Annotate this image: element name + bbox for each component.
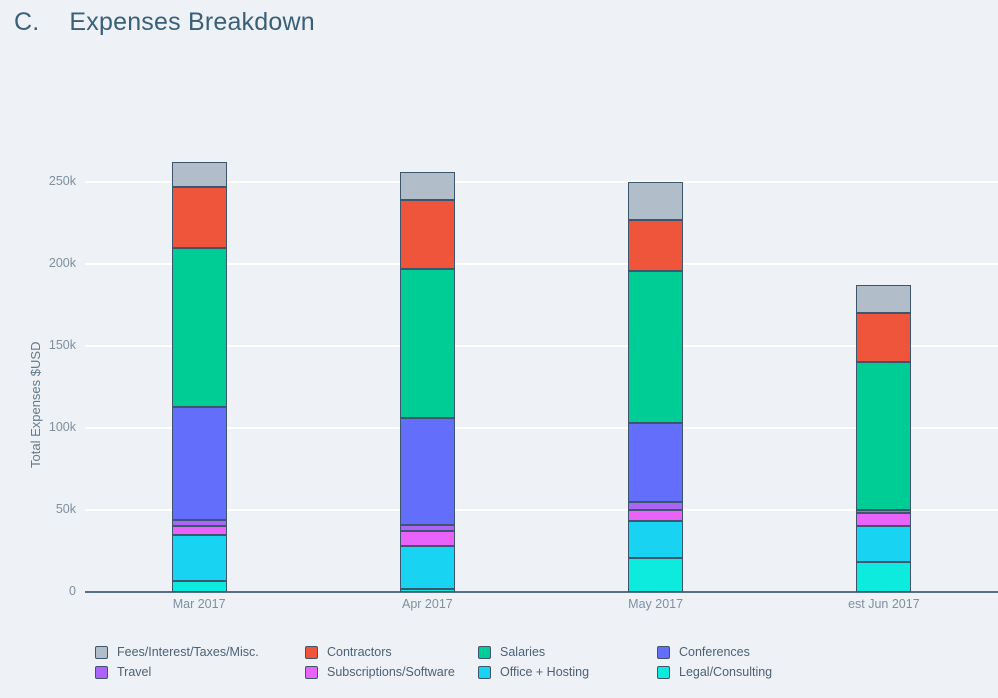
x-tick-label: Mar 2017 xyxy=(172,597,226,611)
legend-swatch xyxy=(305,665,318,679)
legend-swatch xyxy=(478,665,491,679)
bar-segment[interactable] xyxy=(856,285,912,314)
bar-segment[interactable] xyxy=(856,562,912,592)
bar-segment[interactable] xyxy=(399,200,455,269)
bar-segment[interactable] xyxy=(628,423,684,502)
bar-segment[interactable] xyxy=(399,418,455,525)
bar-segment[interactable] xyxy=(171,534,227,581)
legend-label: Office + Hosting xyxy=(500,665,590,679)
gridline xyxy=(85,427,998,429)
gridline xyxy=(85,345,998,347)
bar-segment[interactable] xyxy=(171,519,227,527)
bar-segment[interactable] xyxy=(171,526,227,535)
gridline xyxy=(85,263,998,265)
bar-segment[interactable] xyxy=(856,526,912,563)
bar-segment[interactable] xyxy=(856,362,912,510)
legend-label: Fees/Interest/Taxes/Misc. xyxy=(117,645,259,659)
legend-label: Legal/Consulting xyxy=(679,665,773,679)
bar-segment[interactable] xyxy=(171,580,227,592)
legend-item[interactable]: Salaries xyxy=(478,645,545,659)
page-title: C. Expenses Breakdown xyxy=(14,8,315,37)
bar-segment[interactable] xyxy=(399,172,455,201)
bar-segment[interactable] xyxy=(628,182,684,220)
title-text: Expenses Breakdown xyxy=(69,8,315,36)
legend-label: Subscriptions/Software xyxy=(327,665,455,679)
legend-swatch xyxy=(95,645,108,659)
x-axis-line xyxy=(85,591,998,593)
bar-segment[interactable] xyxy=(399,524,455,532)
legend-swatch xyxy=(657,645,670,659)
legend-item[interactable]: Legal/Consulting xyxy=(657,665,772,679)
y-tick-label: 200k xyxy=(48,256,76,270)
bar-segment[interactable] xyxy=(628,521,684,558)
bar-segment[interactable] xyxy=(628,557,684,592)
legend-item[interactable]: Conferences xyxy=(657,645,750,659)
legend-label: Salaries xyxy=(500,645,546,659)
gridline xyxy=(85,509,998,511)
bar-segment[interactable] xyxy=(171,162,227,187)
legend-item[interactable]: Contractors xyxy=(305,645,392,659)
bar-segment[interactable] xyxy=(171,247,227,407)
gridline xyxy=(85,181,998,183)
section-letter: C. xyxy=(14,8,40,36)
legend-item[interactable]: Travel xyxy=(95,665,151,679)
bar-segment[interactable] xyxy=(171,406,227,520)
bar-segment[interactable] xyxy=(628,501,684,510)
bar-segment[interactable] xyxy=(399,588,455,592)
bar-segment[interactable] xyxy=(628,510,684,522)
bar-segment[interactable] xyxy=(856,510,912,514)
legend-label: Conferences xyxy=(679,645,750,659)
y-tick-label: 50k xyxy=(55,502,76,516)
bar-segment[interactable] xyxy=(171,186,227,248)
bar-segment[interactable] xyxy=(628,219,684,271)
legend-label: Travel xyxy=(117,665,152,679)
x-tick-label: May 2017 xyxy=(628,597,684,611)
y-tick-label: 150k xyxy=(48,338,76,352)
legend-swatch xyxy=(95,665,108,679)
legend-item[interactable]: Fees/Interest/Taxes/Misc. xyxy=(95,645,259,659)
y-tick-label: 100k xyxy=(48,420,76,434)
bar-segment[interactable] xyxy=(399,546,455,589)
x-tick-label: est Jun 2017 xyxy=(848,597,920,611)
y-tick-label: 0 xyxy=(69,584,76,598)
legend-swatch xyxy=(657,665,670,679)
y-axis-title: Total Expenses $USD xyxy=(28,341,43,468)
legend-swatch xyxy=(305,645,318,659)
legend-label: Contractors xyxy=(327,645,392,659)
bar-segment[interactable] xyxy=(856,313,912,363)
legend-item[interactable]: Office + Hosting xyxy=(478,665,589,679)
bar-segment[interactable] xyxy=(399,268,455,419)
x-tick-label: Apr 2017 xyxy=(402,597,453,611)
bar-segment[interactable] xyxy=(856,513,912,527)
bar-segment[interactable] xyxy=(399,531,455,547)
legend-item[interactable]: Subscriptions/Software xyxy=(305,665,455,679)
y-tick-label: 250k xyxy=(48,174,76,188)
bar-segment[interactable] xyxy=(628,270,684,424)
legend-swatch xyxy=(478,645,491,659)
